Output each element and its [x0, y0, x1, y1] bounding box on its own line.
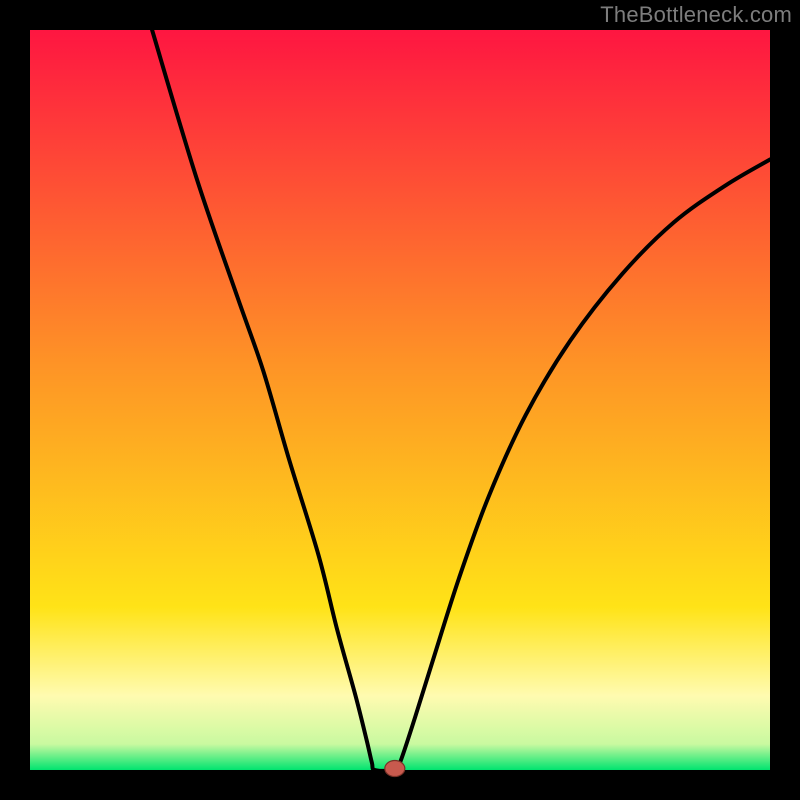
- optimum-marker: [385, 761, 405, 777]
- gradient-plot-area: [30, 30, 770, 770]
- watermark-text: TheBottleneck.com: [600, 2, 792, 28]
- bottleneck-chart: [0, 0, 800, 800]
